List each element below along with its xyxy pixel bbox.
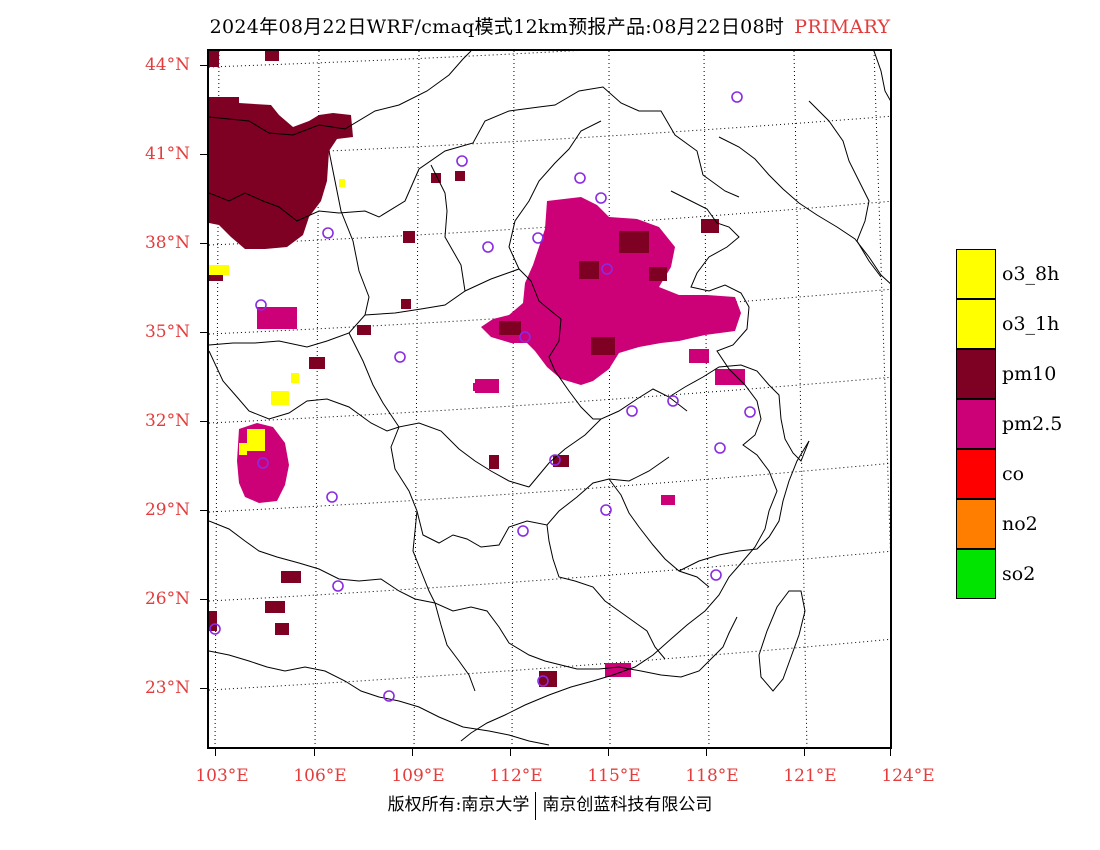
lon-tick <box>608 749 609 756</box>
station-marker <box>255 299 267 311</box>
station-marker <box>383 690 395 702</box>
lat-label-35: 35°N <box>144 322 190 342</box>
lon-label-106: 106°E <box>293 766 347 786</box>
map-panel <box>207 49 892 749</box>
title-text: 2024年08月22日WRF/cmaq模式12km预报产品:08月22日08时 <box>209 16 785 38</box>
lon-label-112: 112°E <box>489 766 543 786</box>
legend-label: o3_8h <box>1002 263 1060 285</box>
station-marker <box>744 406 756 418</box>
copyright-left: 版权所有:南京大学 <box>387 795 530 815</box>
station-marker <box>601 263 613 275</box>
lat-tick <box>200 421 207 422</box>
pm10-area-northwest <box>209 97 353 249</box>
lat-tick <box>200 688 207 689</box>
station-marker <box>626 405 638 417</box>
legend-label: o3_1h <box>1002 313 1060 335</box>
pollution-layer <box>209 51 745 687</box>
lon-tick <box>215 749 216 756</box>
map-title: 2024年08月22日WRF/cmaq模式12km预报产品:08月22日08时 P… <box>0 12 1100 39</box>
lon-tick <box>510 749 511 756</box>
lon-tick <box>412 749 413 756</box>
lat-label-44: 44°N <box>144 55 190 75</box>
lat-label-26: 26°N <box>144 589 190 609</box>
legend-label: no2 <box>1002 513 1038 535</box>
lat-tick <box>200 332 207 333</box>
station-marker <box>257 457 269 469</box>
station-marker <box>574 172 586 184</box>
lon-label-115: 115°E <box>587 766 641 786</box>
station-marker <box>326 491 338 503</box>
station-marker <box>537 675 549 687</box>
product-type-label: PRIMARY <box>794 16 891 38</box>
station-marker <box>456 155 468 167</box>
legend-label: co <box>1002 463 1025 485</box>
lat-label-41: 41°N <box>144 144 190 164</box>
legend-swatch <box>956 499 996 549</box>
lon-label-109: 109°E <box>391 766 445 786</box>
lon-label-124: 124°E <box>881 766 935 786</box>
lon-tick <box>804 749 805 756</box>
lat-label-23: 23°N <box>144 678 190 698</box>
lat-tick <box>200 510 207 511</box>
station-marker <box>710 569 722 581</box>
legend-swatch <box>956 449 996 499</box>
lon-label-121: 121°E <box>783 766 837 786</box>
station-markers <box>209 91 756 702</box>
station-marker <box>731 91 743 103</box>
lat-label-38: 38°N <box>144 233 190 253</box>
lat-tick <box>200 243 207 244</box>
lat-tick <box>200 65 207 66</box>
station-marker <box>517 525 529 537</box>
footer-separator <box>535 791 537 820</box>
station-marker <box>600 504 612 516</box>
station-marker <box>322 227 334 239</box>
legend-swatch <box>956 299 996 349</box>
station-marker <box>519 331 531 343</box>
station-marker <box>209 623 221 635</box>
copyright-right: 南京创蓝科技有限公司 <box>542 795 713 815</box>
pm25-area-north-china <box>481 197 741 385</box>
legend-swatch <box>956 549 996 599</box>
lat-label-32: 32°N <box>144 411 190 431</box>
lon-tick <box>314 749 315 756</box>
boundaries <box>209 51 890 746</box>
legend-label: pm10 <box>1002 363 1057 385</box>
lat-tick <box>200 599 207 600</box>
lon-label-103: 103°E <box>195 766 249 786</box>
legend-swatch <box>956 399 996 449</box>
legend-label: so2 <box>1002 563 1036 585</box>
station-marker <box>549 454 561 466</box>
lat-tick <box>200 154 207 155</box>
station-marker <box>667 395 679 407</box>
lon-tick <box>890 749 891 756</box>
station-marker <box>332 580 344 592</box>
map-canvas <box>209 51 890 747</box>
station-marker <box>482 241 494 253</box>
station-marker <box>595 192 607 204</box>
lon-label-118: 118°E <box>685 766 739 786</box>
lon-tick <box>706 749 707 756</box>
station-marker <box>714 442 726 454</box>
legend-label: pm2.5 <box>1002 413 1063 435</box>
legend-swatch <box>956 249 996 299</box>
station-marker <box>394 351 406 363</box>
station-marker <box>532 232 544 244</box>
copyright-footer: 版权所有:南京大学 南京创蓝科技有限公司 <box>0 790 1100 820</box>
lat-label-29: 29°N <box>144 500 190 520</box>
legend-swatch <box>956 349 996 399</box>
